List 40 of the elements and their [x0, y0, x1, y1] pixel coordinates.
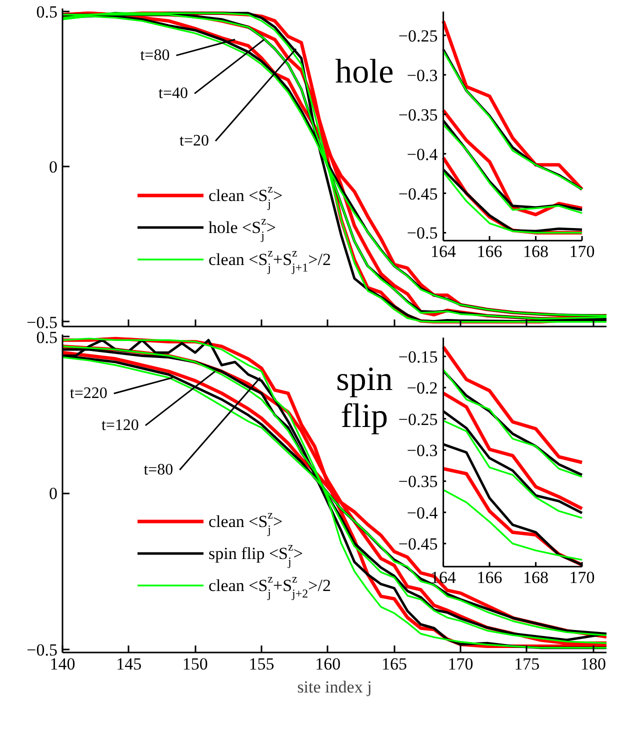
y-tick-label: 0: [49, 158, 58, 177]
x-tick-label: 155: [248, 654, 274, 674]
y-tick-label: −0.4: [406, 503, 438, 522]
y-tick-label: −0.45: [398, 184, 438, 204]
y-tick-label: −0.3: [406, 66, 438, 85]
y-tick-label: 0: [49, 484, 58, 504]
y-tick-label: −0.4: [406, 144, 438, 164]
x-tick-label: 160: [315, 654, 341, 674]
x-tick-label: 175: [514, 654, 540, 674]
x-tick-label: 168: [523, 242, 549, 262]
y-tick-label: −0.3: [406, 440, 438, 460]
x-tick-label: 170: [448, 654, 474, 674]
annotation: t=80: [140, 46, 170, 64]
annotation: t=20: [180, 132, 209, 150]
y-tick-label: −0.15: [398, 347, 438, 366]
x-tick-label: 170: [569, 242, 595, 262]
x-tick-label: 145: [116, 654, 142, 674]
annotation: t=220: [70, 385, 108, 402]
y-tick-label: −0.45: [398, 534, 438, 554]
annotation: spin flip: [336, 361, 393, 436]
x-tick-label: 166: [476, 242, 502, 262]
x-tick-label: 164: [430, 242, 457, 262]
annotation: t=40: [158, 85, 188, 102]
x-tick-label: 170: [569, 568, 595, 588]
annotation: t=80: [144, 461, 174, 478]
x-tick-label: 168: [523, 568, 549, 588]
annotation: hole: [335, 54, 394, 91]
y-tick-label: −0.35: [398, 105, 438, 124]
x-tick-label: 166: [476, 568, 502, 588]
y-tick-label: −0.2: [406, 378, 438, 398]
x-tick-label: 165: [381, 654, 407, 674]
y-tick-label: 0.5: [36, 2, 58, 22]
annotation: t=120: [101, 416, 139, 434]
x-axis-title: site index j: [297, 678, 372, 696]
y-tick-label: −0.25: [398, 26, 438, 46]
x-tick-label: 150: [182, 654, 208, 674]
y-tick-label: −0.5: [406, 224, 438, 243]
x-tick-label: 180: [580, 654, 606, 674]
y-tick-label: −0.35: [398, 472, 438, 492]
y-tick-label: −0.25: [398, 410, 438, 429]
